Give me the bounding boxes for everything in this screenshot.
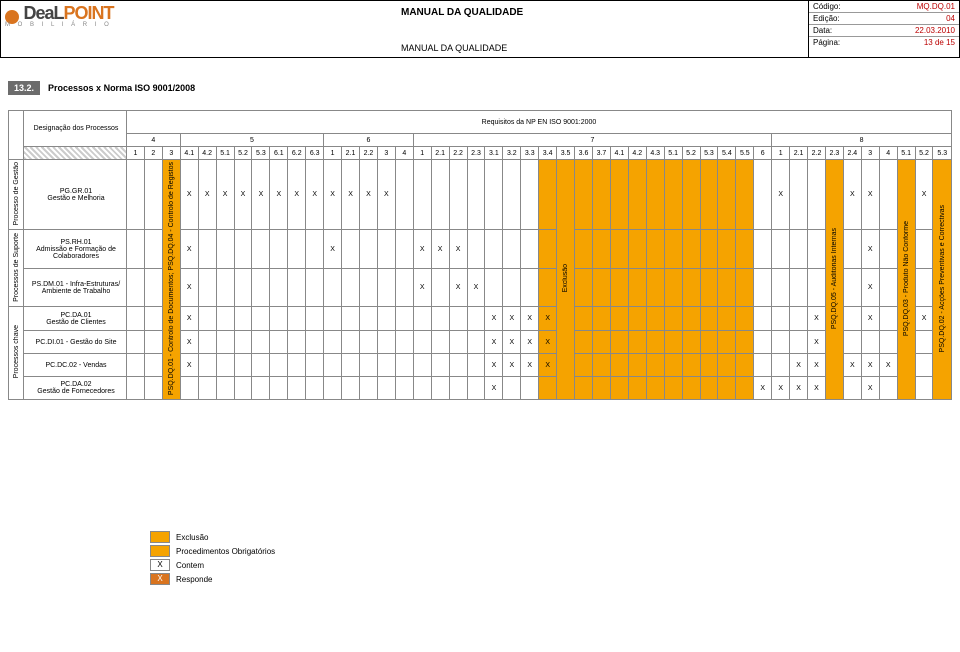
section-number: 13.2.	[8, 81, 40, 95]
meta-row: Data:22.03.2010	[809, 25, 959, 37]
legend-proc-obrig: Procedimentos Obrigatórios	[176, 547, 275, 556]
logo-subtitle: M O B I L I Á R I O	[5, 22, 185, 28]
logo: DeaLPOINT M O B I L I Á R I O	[5, 3, 185, 53]
legend: Exclusão Procedimentos Obrigatórios X Con…	[150, 530, 275, 586]
legend-swatch-exclusao-icon	[150, 531, 170, 543]
legend-contem: Contem	[176, 561, 204, 570]
legend-swatch-proc-icon	[150, 545, 170, 557]
legend-exclusao: Exclusão	[176, 533, 208, 542]
meta-row: Página:13 de 15	[809, 37, 959, 48]
meta-row: Edição:04	[809, 13, 959, 25]
section-bar: 13.2. Processos x Norma ISO 9001/2008	[8, 80, 203, 96]
legend-x2-icon: X	[150, 573, 170, 585]
logo-text-b: POINT	[64, 3, 114, 23]
doc-title-sub: MANUAL DA QUALIDADE	[401, 43, 507, 53]
doc-title-main: MANUAL DA QUALIDADE	[401, 7, 523, 18]
legend-responde: Responde	[176, 575, 212, 584]
logo-text-a: DeaL	[24, 3, 64, 23]
matrix: Designação dos ProcessosRequisitos da NP…	[8, 110, 952, 400]
doc-meta: Código:MQ.DQ.01 Edição:04 Data:22.03.201…	[808, 1, 959, 57]
section-title: Processos x Norma ISO 9001/2008	[40, 81, 203, 95]
matrix-table: Designação dos ProcessosRequisitos da NP…	[8, 110, 952, 400]
legend-x-icon: X	[150, 559, 170, 571]
meta-row: Código:MQ.DQ.01	[809, 1, 959, 13]
document-header: DeaLPOINT M O B I L I Á R I O MANUAL DA …	[0, 0, 960, 58]
